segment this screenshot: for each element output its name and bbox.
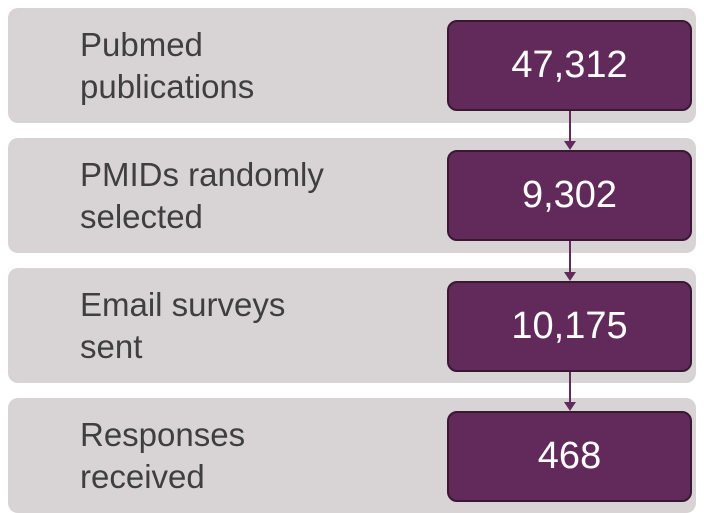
count-box: 47,312 (447, 20, 692, 111)
arrow-head (564, 272, 576, 281)
label-line: Email surveys (80, 286, 286, 323)
label-line: Responses (80, 416, 246, 453)
count-box: 468 (447, 411, 692, 502)
count-box: 10,175 (447, 281, 692, 372)
count-box: 9,302 (447, 150, 692, 241)
label-line: selected (80, 198, 203, 235)
label-line: received (80, 458, 205, 495)
step-label: Pubmed publications (80, 24, 254, 108)
label-line: PMIDs randomly (80, 156, 324, 193)
step-label: PMIDs randomly selected (80, 154, 324, 238)
arrow-head (564, 141, 576, 150)
arrow-head (564, 402, 576, 411)
step-label: Email surveys sent (80, 284, 285, 368)
label-line: publications (80, 68, 255, 105)
label-line: sent (80, 328, 143, 365)
step-label: Responses received (80, 414, 245, 498)
label-line: Pubmed (80, 26, 203, 63)
